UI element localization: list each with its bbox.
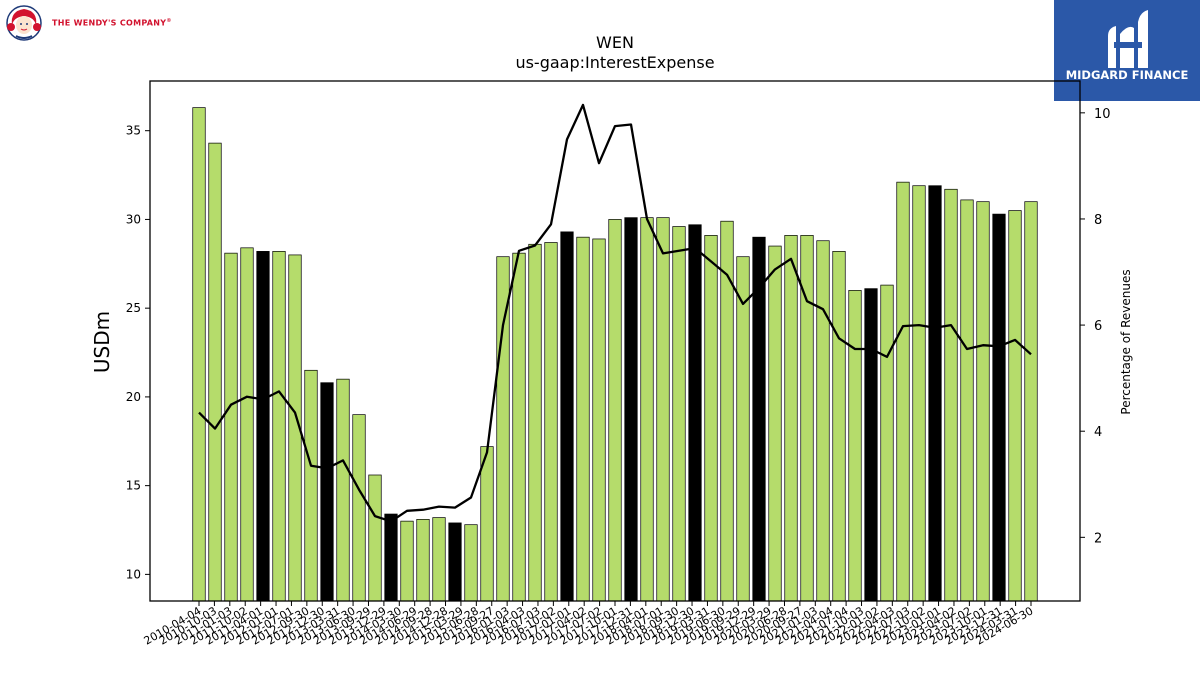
bar — [512, 252, 526, 602]
bar — [528, 243, 542, 602]
bar — [336, 378, 350, 602]
bar — [704, 235, 718, 602]
bar — [976, 201, 990, 602]
bar — [560, 231, 574, 602]
y-axis-label: USDm — [90, 311, 114, 373]
partner-name: MIDGARD FINANCE — [1065, 68, 1189, 82]
midgard-mark-icon — [1108, 10, 1148, 68]
bar — [912, 185, 926, 602]
bar — [864, 288, 878, 602]
ratio-line — [198, 103, 1032, 523]
bar — [448, 522, 462, 602]
y2-axis-label: Percentage of Revenues — [1119, 269, 1133, 414]
y-axis: 10 15 20 25 30 35 — [126, 124, 150, 581]
y-tick-label: 25 — [126, 301, 141, 315]
bar — [384, 513, 398, 602]
bar — [672, 226, 686, 602]
bar — [592, 238, 606, 602]
bar — [688, 224, 702, 602]
bar — [624, 217, 638, 602]
y2-tick-label: 4 — [1094, 425, 1102, 440]
y-tick-label: 20 — [126, 390, 141, 404]
y2-axis: 2 4 6 8 10 — [1080, 107, 1111, 546]
bar — [400, 520, 414, 602]
bar — [320, 382, 334, 602]
bar — [192, 107, 206, 602]
bar — [368, 474, 382, 602]
bar — [768, 245, 782, 602]
chart-subtitle: us-gaap:InterestExpense — [515, 53, 714, 72]
y-tick-label: 30 — [126, 212, 141, 226]
chart-title: WEN — [596, 33, 634, 52]
bar — [880, 284, 894, 602]
y2-tick-label: 10 — [1094, 107, 1111, 122]
bar — [480, 446, 494, 602]
ratio-line-layer — [198, 103, 1032, 523]
bar — [736, 256, 750, 602]
bar — [240, 247, 254, 602]
bar — [576, 236, 590, 602]
bar — [640, 217, 654, 602]
bar — [1008, 210, 1022, 602]
wendys-logo: THE WENDY'S COMPANY® — [6, 5, 172, 41]
bar — [224, 252, 238, 602]
y-tick-label: 35 — [126, 124, 141, 138]
bar — [256, 251, 270, 602]
y-tick-label: 10 — [126, 567, 141, 581]
midgard-finance-logo: MIDGARD FINANCE — [1054, 0, 1200, 101]
bar — [832, 251, 846, 602]
bar — [1024, 201, 1038, 602]
bar — [352, 414, 366, 602]
bar — [720, 220, 734, 602]
bar — [784, 235, 798, 602]
y2-tick-label: 6 — [1094, 319, 1102, 334]
bar — [464, 524, 478, 602]
bars — [192, 107, 1038, 602]
bar — [944, 188, 958, 602]
y2-tick-label: 8 — [1094, 213, 1102, 228]
bar — [304, 369, 318, 602]
bar — [432, 517, 446, 602]
bar — [960, 199, 974, 602]
bar — [608, 219, 622, 602]
bar — [656, 217, 670, 602]
wendys-face-icon — [6, 5, 42, 41]
bar — [272, 251, 286, 602]
bar — [928, 185, 942, 602]
bar — [416, 519, 430, 602]
y-tick-label: 15 — [126, 479, 141, 493]
y2-tick-label: 2 — [1094, 531, 1102, 546]
bar — [816, 240, 830, 602]
bar — [896, 181, 910, 602]
bar — [992, 213, 1006, 602]
company-name: THE WENDY'S COMPANY® — [52, 18, 172, 28]
bar — [544, 242, 558, 602]
bar — [208, 142, 222, 602]
bar — [848, 290, 862, 602]
x-axis: 2010-04-042010-10-032011-01-032011-10-02… — [142, 601, 1036, 648]
